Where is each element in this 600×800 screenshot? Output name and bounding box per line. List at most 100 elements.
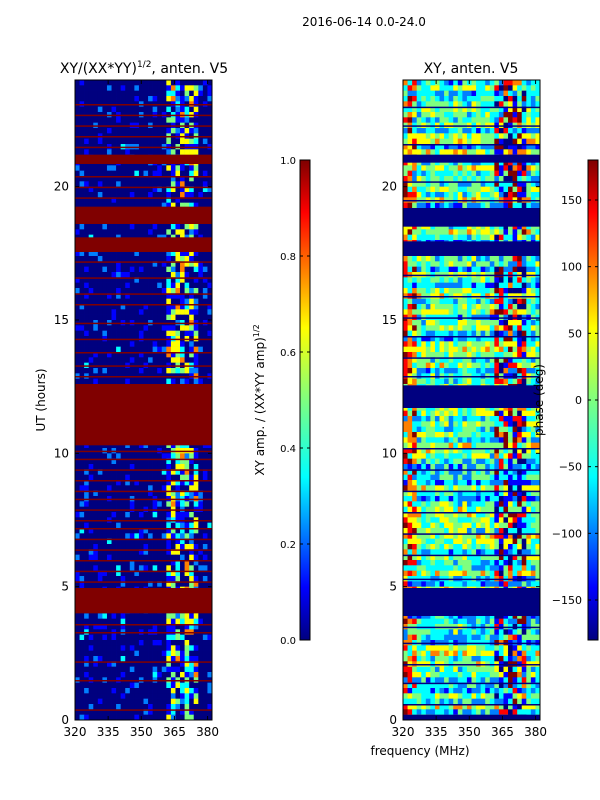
panel1-cell xyxy=(161,165,167,171)
panel1-cell xyxy=(157,186,163,193)
panel1-cell xyxy=(180,672,185,678)
panel1-cell xyxy=(129,714,135,720)
panel1-cell xyxy=(97,544,103,550)
panel1-cell xyxy=(125,485,131,491)
panel1-cell xyxy=(148,709,153,715)
panel1-cell xyxy=(207,693,212,699)
panel1-cell xyxy=(207,80,212,86)
panel1-cell xyxy=(125,533,131,539)
panel1-cell xyxy=(180,282,185,289)
panel1-cell xyxy=(129,250,135,257)
panel2-cell xyxy=(444,149,449,155)
panel1-cell xyxy=(157,128,163,134)
panel1-cell xyxy=(198,90,204,97)
panel1-cell xyxy=(106,533,112,539)
panel1-cell xyxy=(170,176,176,182)
panel1-cell xyxy=(84,549,89,555)
panel2-cell xyxy=(416,128,422,134)
panel1-cell xyxy=(152,96,158,102)
panel1-xtick-label: 350 xyxy=(130,725,153,739)
panel2-cell xyxy=(498,117,504,123)
panel1-cell xyxy=(184,138,190,145)
panel2-cell xyxy=(485,298,491,305)
panel1-cell xyxy=(161,288,167,294)
panel2-cell xyxy=(476,90,481,97)
panel1-cell xyxy=(84,170,89,177)
panel1-cell xyxy=(198,581,204,587)
panel2-cell xyxy=(453,229,459,235)
panel1-cell xyxy=(106,485,112,491)
panel2-cell xyxy=(444,96,449,102)
panel1-cell xyxy=(106,570,112,577)
panel1-cell xyxy=(143,533,149,539)
panel1-cell xyxy=(134,282,140,289)
panel1-cell xyxy=(157,90,163,97)
panel2-cell xyxy=(503,80,509,86)
panel1-cell xyxy=(93,576,99,582)
panel1-cell xyxy=(88,442,94,449)
panel2-cell xyxy=(476,149,481,155)
panel2-cell xyxy=(526,298,532,305)
panel1-cell xyxy=(143,714,149,720)
panel1-cell xyxy=(111,485,117,491)
panel1-cell xyxy=(152,693,158,699)
panel1-flag-line xyxy=(75,570,212,573)
panel1-cell xyxy=(184,314,190,321)
panel1-cell xyxy=(129,346,135,353)
panel1-cell xyxy=(75,704,80,710)
panel2-cell xyxy=(466,138,472,145)
panel1-cell xyxy=(88,565,94,571)
panel1-cell xyxy=(152,224,158,230)
panel2-cell xyxy=(535,288,540,294)
panel1-cell xyxy=(79,197,85,203)
panel2-cell xyxy=(444,90,449,97)
panel1-cell xyxy=(93,469,99,475)
panel1-cell xyxy=(207,442,212,449)
panel2-cell xyxy=(412,266,417,273)
panel2-cell xyxy=(425,282,431,289)
panel1-cell xyxy=(189,314,195,321)
panel1-cell xyxy=(184,309,190,315)
panel2-cell xyxy=(517,80,523,86)
panel2-cell xyxy=(489,181,495,187)
panel1-cell xyxy=(97,314,103,321)
colorbar1-tick-label: 1.0 xyxy=(280,156,296,167)
panel1-cell xyxy=(79,229,85,235)
panel2-cell xyxy=(425,106,431,113)
panel1-cell xyxy=(184,229,190,235)
panel1-cell xyxy=(79,512,85,518)
panel1-cell xyxy=(198,304,204,310)
panel2-cell xyxy=(407,224,413,230)
panel1-cell xyxy=(125,714,131,720)
panel1-cell xyxy=(148,170,153,177)
panel1-cell xyxy=(129,560,135,566)
panel1-cell xyxy=(184,192,190,198)
panel1-cell xyxy=(193,698,199,705)
panel1-cell xyxy=(134,288,140,294)
panel2-cell xyxy=(457,229,463,235)
panel1-cell xyxy=(180,309,185,315)
panel1-cell xyxy=(152,522,158,529)
panel1-cell xyxy=(202,549,208,555)
panel2-cell xyxy=(476,80,481,86)
panel1-cell xyxy=(79,522,85,529)
panel1-cell xyxy=(111,576,117,582)
panel2-cell xyxy=(453,106,459,113)
panel1-cell xyxy=(189,330,195,337)
panel1-cell xyxy=(88,474,94,481)
panel2-cell xyxy=(476,128,481,134)
panel1-cell xyxy=(97,688,103,694)
panel1-cell xyxy=(202,128,208,134)
panel1-cell xyxy=(120,458,126,465)
panel1-cell xyxy=(175,469,181,475)
panel2-cell xyxy=(476,266,481,273)
panel1-cell xyxy=(207,330,212,337)
panel1-cell xyxy=(161,176,167,182)
panel1-cell xyxy=(202,640,208,646)
panel1-frame xyxy=(74,79,213,721)
panel1-cell xyxy=(143,96,149,102)
panel1-cell xyxy=(106,693,112,699)
panel1-cell xyxy=(97,560,103,566)
panel1-cell xyxy=(102,192,108,198)
panel1-cell xyxy=(189,261,195,267)
